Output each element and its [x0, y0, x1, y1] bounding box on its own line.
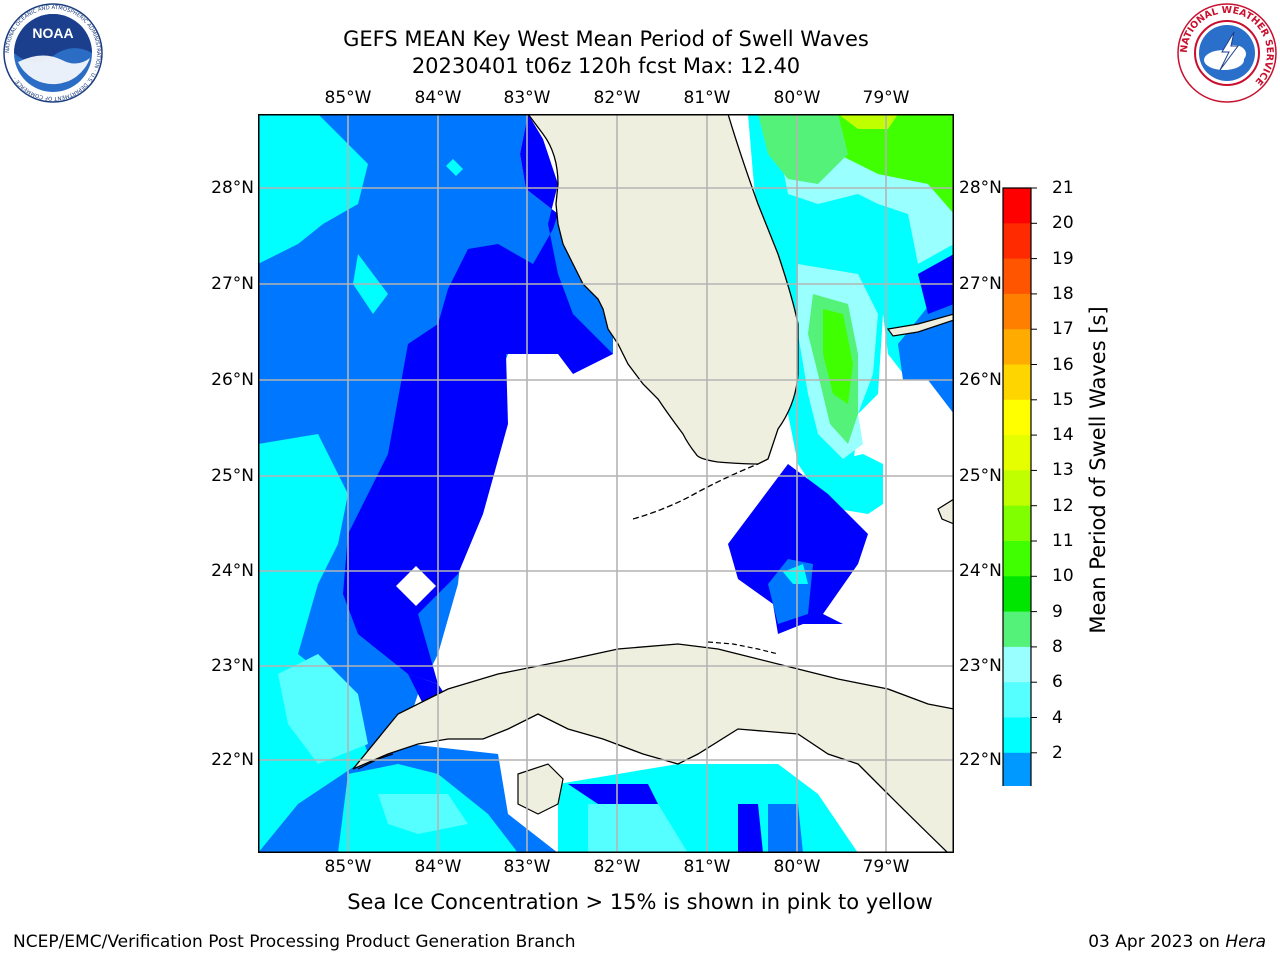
lat-label-right: 23°N — [959, 656, 1002, 676]
lat-label-left: 27°N — [211, 274, 254, 294]
colorbar-tick-label: 2 — [1052, 742, 1063, 763]
colorbar-segment — [1003, 223, 1031, 260]
nws-logo: NATIONAL WEATHER SERVICE — [1176, 2, 1278, 108]
colorbar-tick-label: 6 — [1052, 672, 1063, 693]
colorbar-segment — [1003, 541, 1031, 577]
colorbar-segment — [1003, 399, 1031, 436]
map-panel — [258, 114, 954, 853]
colorbar-tick-label: 18 — [1052, 283, 1074, 304]
lat-label-right: 26°N — [959, 370, 1002, 390]
footer-date: 03 Apr 2023 on Hera — [1088, 932, 1266, 952]
lat-label-right: 24°N — [959, 561, 1002, 581]
lat-label-right: 28°N — [959, 178, 1002, 198]
lon-label-top: 81°W — [683, 88, 731, 108]
colorbar-tick-label: 13 — [1052, 460, 1074, 481]
graticule — [258, 114, 954, 853]
lon-label-top: 84°W — [414, 88, 462, 108]
colorbar — [1000, 186, 1050, 818]
colorbar-segment — [1003, 576, 1031, 613]
florida-keys — [632, 463, 759, 520]
colorbar-segment — [1003, 717, 1031, 754]
colorbar-label: Mean Period of Swell Waves [s] — [1086, 306, 1110, 634]
lon-label-bottom: 82°W — [593, 857, 641, 877]
land-areas — [352, 114, 954, 853]
colorbar-segment — [1003, 293, 1031, 330]
lon-label-top: 79°W — [862, 88, 910, 108]
isla-juventud — [517, 763, 564, 815]
colorbar-tick-label: 19 — [1052, 248, 1074, 269]
colorbar-tick-label: 16 — [1052, 354, 1074, 375]
colorbar-tick-label: 15 — [1052, 389, 1074, 410]
sea-ice-note: Sea Ice Concentration > 15% is shown in … — [347, 890, 933, 914]
colorbar-tick-label: 17 — [1052, 319, 1074, 340]
lon-label-top: 85°W — [324, 88, 372, 108]
colorbar-segment — [1003, 611, 1031, 648]
colorbar-tick-label: 8 — [1052, 636, 1063, 657]
colorbar-tick-label: 21 — [1052, 178, 1074, 198]
lon-label-bottom: 83°W — [503, 857, 551, 877]
lat-label-left: 25°N — [211, 466, 254, 486]
lon-label-top: 80°W — [773, 88, 821, 108]
colorbar-tick-label: 4 — [1052, 707, 1063, 728]
colorbar-segment — [1003, 188, 1031, 224]
lat-label-right: 27°N — [959, 274, 1002, 294]
footer-date-text: 03 Apr 2023 on — [1088, 932, 1226, 952]
lat-label-right: 25°N — [959, 466, 1002, 486]
colorbar-segment — [1003, 258, 1031, 295]
lon-label-bottom: 85°W — [324, 857, 372, 877]
lat-label-left: 26°N — [211, 370, 254, 390]
footer-host: Hera — [1225, 932, 1266, 952]
colorbar-segment — [1003, 505, 1031, 542]
lat-label-left: 28°N — [211, 178, 254, 198]
lon-label-top: 82°W — [593, 88, 641, 108]
colorbar-scale — [1002, 187, 1037, 818]
swell-period-contours — [258, 114, 954, 853]
colorbar-tick-label: 20 — [1052, 213, 1074, 234]
colorbar-segment — [1003, 329, 1031, 365]
colorbar-segment — [1003, 682, 1031, 718]
colorbar-segment — [1003, 752, 1031, 789]
svg-text:NOAA: NOAA — [32, 25, 73, 41]
colorbar-segment — [1003, 435, 1031, 471]
footer-credit: NCEP/EMC/Verification Post Processing Pr… — [13, 932, 576, 952]
lat-label-left: 23°N — [211, 656, 254, 676]
lon-label-top: 83°W — [503, 88, 551, 108]
colorbar-tick-label: 10 — [1052, 566, 1074, 587]
lon-label-bottom: 81°W — [683, 857, 731, 877]
colorbar-tick-label: 12 — [1052, 495, 1074, 516]
colorbar-tick-label: 9 — [1052, 601, 1063, 622]
map-border — [258, 114, 954, 853]
colorbar-segment — [1003, 646, 1031, 683]
lon-label-bottom: 79°W — [862, 857, 910, 877]
plot-subtitle: 20230401 t06z 120h fcst Max: 12.40 — [411, 54, 801, 78]
lat-label-left: 24°N — [211, 561, 254, 581]
lat-label-left: 22°N — [211, 750, 254, 770]
lon-label-bottom: 80°W — [773, 857, 821, 877]
colorbar-tick-label: 14 — [1052, 425, 1074, 446]
plot-title: GEFS MEAN Key West Mean Period of Swell … — [343, 27, 869, 51]
lon-label-bottom: 84°W — [414, 857, 462, 877]
cuba-land — [352, 643, 954, 853]
colorbar-outline — [1002, 187, 1032, 789]
colorbar-segment — [1003, 470, 1031, 507]
colorbar-segment — [1003, 364, 1031, 401]
noaa-logo: NOAA NATIONAL OCEANIC AND ATMOSPHERIC AD… — [2, 2, 104, 108]
colorbar-tick-label: 11 — [1052, 531, 1074, 551]
lat-label-right: 22°N — [959, 750, 1002, 770]
